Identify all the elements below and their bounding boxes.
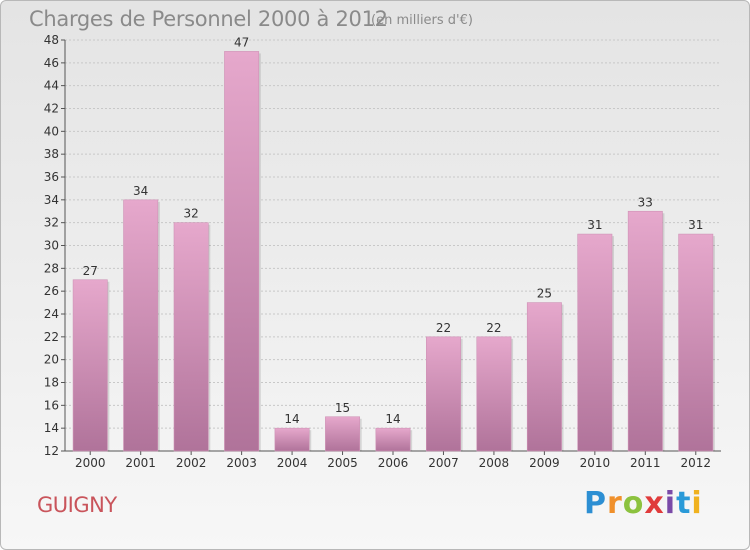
- bars: [72, 51, 715, 452]
- y-tick-label: 18: [44, 376, 59, 390]
- chart-subtitle: (en milliers d'€): [371, 13, 473, 28]
- bar-2002: [173, 222, 209, 452]
- y-tick-label: 42: [44, 102, 59, 116]
- data-label: 47: [234, 35, 249, 49]
- x-tick-label: 2011: [630, 456, 661, 470]
- y-tick-label: 40: [44, 124, 59, 138]
- y-tick-label: 48: [44, 33, 59, 47]
- y-tick-label: 46: [44, 56, 59, 70]
- data-label: 25: [537, 287, 552, 301]
- x-tick-label: 2008: [479, 456, 510, 470]
- x-tick-label: 2006: [378, 456, 409, 470]
- grid-lines: [65, 39, 721, 452]
- x-tick-label: 2002: [176, 456, 207, 470]
- y-tick-label: 12: [44, 444, 59, 458]
- y-tick-label: 16: [44, 398, 59, 412]
- data-label: 33: [638, 195, 653, 209]
- y-tick-label: 38: [44, 147, 59, 161]
- bar-2001: [123, 199, 159, 452]
- data-label: 22: [436, 321, 451, 335]
- y-tick-label: 14: [44, 421, 59, 435]
- data-labels: 27 34 32 47 14 15 14 22 22 25 31 33 31: [83, 35, 704, 426]
- place-name: GUIGNY: [37, 493, 117, 517]
- bar-2011: [627, 210, 663, 452]
- bar-2000: [72, 279, 108, 452]
- x-tick-label: 2005: [327, 456, 358, 470]
- data-label: 14: [385, 412, 400, 426]
- bar-2010: [577, 233, 613, 452]
- x-tick-label: 2000: [75, 456, 106, 470]
- x-tick-label: 2012: [680, 456, 711, 470]
- axes: 12 14 16 18 20 22 24 26 28 30 32 34 36 38 40 42 44 46 48 20…: [44, 33, 721, 470]
- y-tick-label: 20: [44, 353, 59, 367]
- data-label: 15: [335, 401, 350, 415]
- y-tick-label: 26: [44, 284, 59, 298]
- bar-2004: [274, 427, 310, 452]
- y-tick-label: 44: [44, 79, 59, 93]
- bar-2006: [375, 427, 411, 452]
- data-label: 31: [688, 218, 703, 232]
- bar-2007: [426, 336, 461, 452]
- x-tick-label: 2004: [277, 456, 308, 470]
- x-tick-label: 2003: [226, 456, 257, 470]
- y-tick-label: 24: [44, 307, 59, 321]
- data-label: 34: [133, 184, 148, 198]
- data-label: 32: [184, 207, 199, 221]
- bar-2005: [325, 416, 360, 452]
- data-label: 14: [284, 412, 299, 426]
- bar-2012: [678, 233, 714, 452]
- chart-title: Charges de Personnel 2000 à 2012: [29, 7, 388, 31]
- data-label: 22: [486, 321, 501, 335]
- x-tick-label: 2009: [529, 456, 560, 470]
- bar-2009: [526, 302, 562, 452]
- data-label: 31: [587, 218, 602, 232]
- y-tick-label: 30: [44, 239, 59, 253]
- y-tick-label: 36: [44, 170, 59, 184]
- y-tick-label: 22: [44, 330, 59, 344]
- data-label: 27: [83, 264, 98, 278]
- x-tick-label: 2007: [428, 456, 459, 470]
- y-tick-label: 28: [44, 261, 59, 275]
- x-tick-label: 2010: [580, 456, 611, 470]
- proxiti-logo: Proxiti: [584, 486, 703, 521]
- y-tick-label: 34: [44, 193, 59, 207]
- bar-2003: [224, 51, 260, 452]
- bar-2008: [476, 336, 512, 452]
- y-tick-label: 32: [44, 216, 59, 230]
- x-tick-label: 2001: [125, 456, 156, 470]
